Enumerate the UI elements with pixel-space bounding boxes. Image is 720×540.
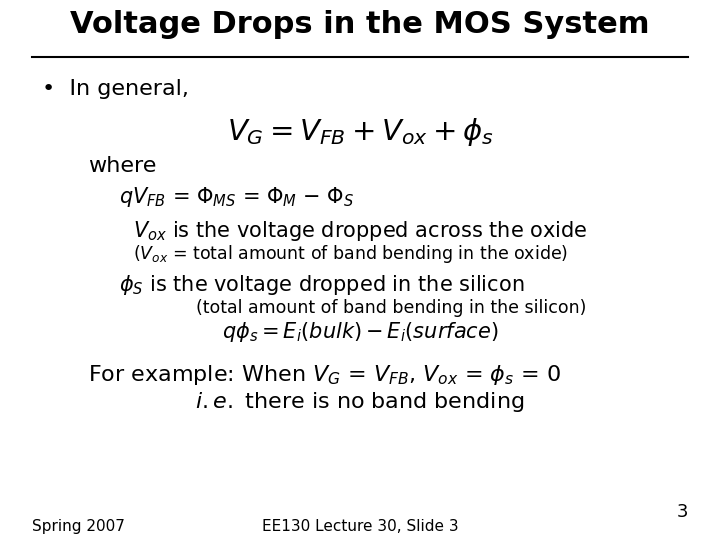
Text: $V_G = V_{FB} + V_{ox} + \phi_s$: $V_G = V_{FB} + V_{ox} + \phi_s$ [227,116,493,148]
Text: 3: 3 [677,503,688,521]
Text: where: where [88,156,156,176]
Text: ($V_{ox}$ = total amount of band bending in the oxide): ($V_{ox}$ = total amount of band bending… [133,243,568,265]
Text: EE130 Lecture 30, Slide 3: EE130 Lecture 30, Slide 3 [261,519,459,534]
Text: $V_{ox}$ is the voltage dropped across the oxide: $V_{ox}$ is the voltage dropped across t… [133,219,588,242]
Text: $\phi_S$ is the voltage dropped in the silicon: $\phi_S$ is the voltage dropped in the s… [119,273,524,296]
Text: (total amount of band bending in the silicon): (total amount of band bending in the sil… [196,299,586,317]
Text: $qV_{FB}$ = $\Phi_{MS}$ = $\Phi_M$ $-$ $\Phi_S$: $qV_{FB}$ = $\Phi_{MS}$ = $\Phi_M$ $-$ $… [119,185,354,209]
Text: •  In general,: • In general, [42,79,189,99]
Text: Voltage Drops in the MOS System: Voltage Drops in the MOS System [71,10,649,39]
Text: $q\phi_s = E_i(bulk) - E_i(surface)$: $q\phi_s = E_i(bulk) - E_i(surface)$ [222,320,498,344]
Text: $\it{i.e.}$ there is no band bending: $\it{i.e.}$ there is no band bending [195,390,525,414]
Text: For example: When $V_G$ = $V_{FB}$, $V_{ox}$ = $\phi_s$ = 0: For example: When $V_G$ = $V_{FB}$, $V_{… [88,363,560,387]
Text: Spring 2007: Spring 2007 [32,519,125,534]
